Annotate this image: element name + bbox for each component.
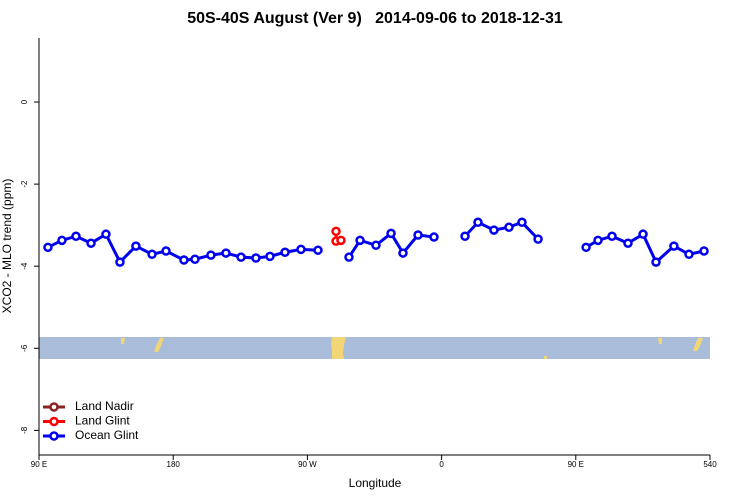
legend-label: Land Nadir: [75, 399, 134, 413]
data-point: [638, 229, 648, 239]
series: [43, 217, 709, 267]
data-point: [684, 249, 694, 260]
data-point: [190, 254, 200, 264]
data-point: [296, 244, 306, 255]
chart-title: 50S-40S August (Ver 9) 2014-09-06 to 201…: [187, 10, 563, 27]
data-point: [593, 235, 603, 246]
data-point: [429, 232, 439, 242]
map-strip: [39, 337, 710, 359]
land: [331, 337, 346, 359]
data-point: [413, 230, 423, 240]
legend-marker: [49, 431, 59, 441]
data-point: [206, 250, 216, 260]
data-point: [147, 249, 157, 260]
land: [658, 338, 662, 344]
x-tick-label: 0: [439, 460, 444, 469]
data-point: [86, 238, 96, 248]
data-point: [251, 253, 261, 263]
legend-label: Land Glint: [75, 414, 130, 428]
data-point: [651, 257, 661, 267]
data-point: [460, 231, 470, 241]
x-tick-label: 90 E: [31, 460, 47, 469]
data-point: [355, 235, 365, 246]
data-point: [607, 231, 617, 241]
land: [544, 356, 547, 359]
data-point: [533, 234, 543, 244]
land: [693, 338, 703, 351]
y-tick-label: -4: [20, 262, 29, 270]
data-point: [221, 248, 231, 258]
series: [331, 226, 346, 246]
x-tick-label: 90 E: [568, 460, 584, 469]
data-point: [623, 238, 633, 248]
x-tick-label: 90 W: [298, 460, 317, 469]
y-tick-label: 0: [20, 99, 29, 104]
data-point: [313, 245, 323, 255]
legend-marker: [49, 402, 59, 412]
x-axis-label: Longitude: [349, 476, 402, 490]
data-point: [57, 235, 67, 246]
data-point: [331, 226, 341, 237]
data-point: [398, 248, 408, 258]
legend-marker: [49, 416, 59, 427]
data-point: [336, 235, 346, 246]
ocean-band: [39, 337, 710, 359]
data-point: [161, 246, 171, 256]
data-point: [473, 217, 483, 228]
data-point: [179, 255, 189, 265]
data-point: [504, 222, 514, 232]
x-tick-label: 180: [167, 460, 181, 469]
data-point: [699, 246, 709, 256]
data-point: [489, 225, 499, 235]
data-point: [280, 247, 290, 257]
data-point: [581, 242, 591, 253]
land: [121, 338, 125, 344]
x-tick-label: 540: [703, 460, 717, 469]
data-point: [71, 231, 81, 241]
data-point: [131, 241, 141, 251]
y-tick-label: -6: [20, 344, 29, 352]
data-point: [371, 240, 381, 251]
data-point: [265, 251, 275, 262]
data-point: [344, 252, 354, 262]
data-point: [517, 217, 527, 228]
data-point: [236, 252, 246, 262]
data-point: [43, 242, 53, 253]
y-tick-label: -2: [20, 180, 29, 188]
data-point: [115, 257, 125, 267]
land: [154, 338, 164, 352]
y-axis-label: XCO2 - MLO trend (ppm): [0, 179, 14, 314]
data-point: [101, 229, 111, 239]
data-point: [669, 241, 679, 251]
y-tick-label: -8: [20, 426, 29, 434]
legend-label: Ocean Glint: [75, 428, 139, 442]
data-point: [386, 228, 396, 239]
